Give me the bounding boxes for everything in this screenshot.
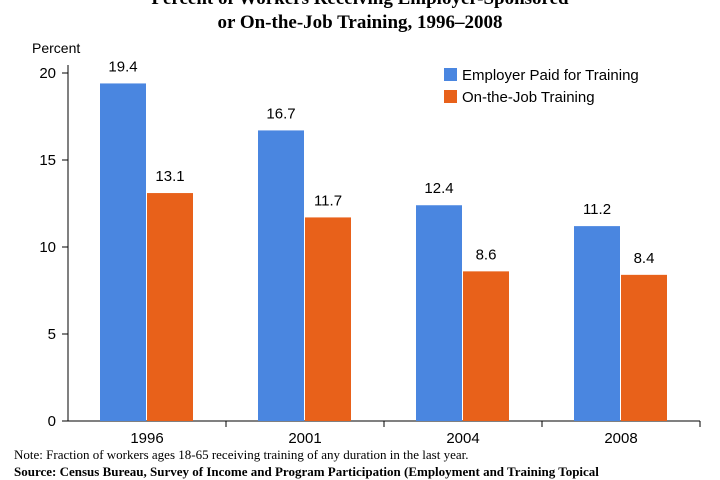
data-label: 8.4 [634, 250, 655, 267]
legend-label: On-the-Job Training [462, 89, 595, 106]
chart-note: Note: Fraction of workers ages 18-65 rec… [14, 447, 469, 462]
bar-chart: Percent 0 5 10 15 20 1996 2001 2004 2008 19.4 13.… [32, 40, 701, 445]
data-label: 13.1 [155, 168, 184, 185]
data-label: 11.2 [583, 201, 611, 218]
y-axis-label: Percent [32, 40, 80, 56]
bar-employer-paid-2001 [258, 130, 304, 422]
x-tick-label: 1996 [130, 430, 163, 445]
data-label: 8.6 [476, 246, 497, 263]
chart-source: Source: Census Bureau, Survey of Income … [14, 464, 599, 479]
y-tick-label: 15 [39, 152, 56, 169]
chart-title-line-1: Percent of Workers Receiving Employer-Sp… [0, 0, 720, 10]
bar-on-the-job-1996 [147, 193, 193, 421]
y-tick-label: 5 [48, 326, 56, 343]
data-label: 11.7 [314, 192, 342, 209]
bar-on-the-job-2001 [305, 217, 351, 421]
data-label: 16.7 [266, 105, 295, 122]
y-tick-label: 0 [48, 413, 56, 430]
chart-title-line-2: or On-the-Job Training, 1996–2008 [217, 12, 503, 33]
y-tick-label: 20 [39, 65, 56, 82]
x-tick-label: 2008 [604, 430, 637, 445]
data-label: 12.4 [424, 180, 453, 197]
legend-label: Employer Paid for Training [462, 67, 639, 84]
bar-employer-paid-1996 [100, 83, 146, 421]
bar-on-the-job-2008 [621, 274, 667, 421]
data-label: 19.4 [108, 58, 137, 75]
legend-swatch [444, 90, 457, 103]
x-tick-label: 2001 [288, 430, 321, 445]
bar-employer-paid-2008 [574, 226, 620, 421]
legend-swatch [444, 68, 457, 81]
x-tick-label: 2004 [446, 430, 479, 445]
y-tick-label: 10 [39, 239, 56, 256]
bar-employer-paid-2004 [416, 205, 462, 421]
bar-on-the-job-2004 [463, 271, 509, 421]
